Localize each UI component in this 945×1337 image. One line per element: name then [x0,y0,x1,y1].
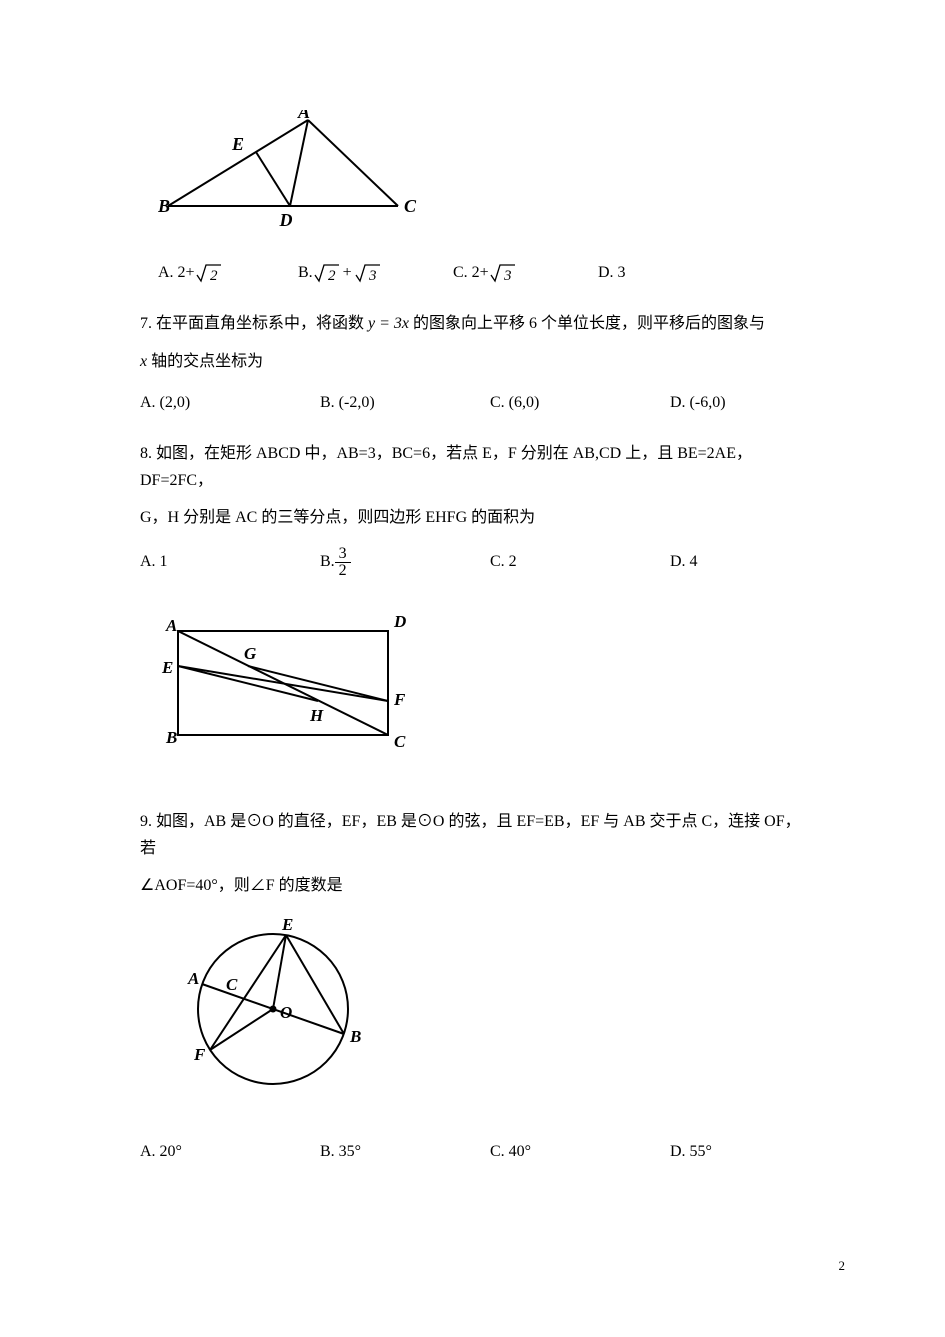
q6-b-plus: + [343,259,352,286]
svg-text:D: D [393,612,406,631]
q9-stem-1: 9. 如图，AB 是⊙O 的直径，EF，EB 是⊙O 的弦，且 EF=EB，EF… [140,808,805,862]
svg-text:C: C [404,196,417,216]
q6-figure: A B C D E [158,110,805,239]
svg-text:F: F [393,690,406,709]
q8-b-den: 2 [335,563,351,579]
q9-options: A. 20° B. 35° C. 40° D. 55° [140,1138,805,1165]
q8-opt-a: A. 1 [140,548,320,575]
q8-b-num: 3 [335,546,351,563]
sqrt3-icon: 3 [489,261,517,285]
q6-options: A. 2+ 2 B. 2 + 3 C. 2+ 3 D. 3 [158,259,805,286]
q7-stem-line2: x 轴的交点坐标为 [140,348,805,375]
q8-opt-c: C. 2 [490,548,670,575]
q7-opt-d: D. (-6,0) [670,389,726,416]
q9-figure: A B E F O C [158,914,805,1113]
svg-text:C: C [394,732,406,751]
svg-text:B: B [165,728,177,747]
q6-c-prefix: C. 2+ [453,259,489,286]
sqrt2-icon: 2 [313,261,341,285]
q6-opt-a: A. 2+ 2 [158,259,298,286]
q7-stem: 7. 在平面直角坐标系中，将函数 y = 3x 的图象向上平移 6 个单位长度，… [140,310,805,337]
q8-b-prefix: B. [320,548,335,575]
q7-stem-2: 的图象向上平移 6 个单位长度，则平移后的图象与 [409,315,765,332]
q8-stem-2: G，H 分别是 AC 的三等分点，则四边形 EHFG 的面积为 [140,504,805,531]
q8-svg: A D B C E F G H [158,609,418,759]
q7-opt-c: C. (6,0) [490,389,670,416]
svg-text:C: C [226,975,238,994]
q8-stem-1: 8. 如图，在矩形 ABCD 中，AB=3，BC=6，若点 E，F 分别在 AB… [140,440,805,494]
q8-options: A. 1 B. 3 2 C. 2 D. 4 [140,546,805,579]
q7-stem-3: 轴的交点坐标为 [147,353,263,370]
page-number: 2 [839,1255,846,1277]
svg-text:E: E [281,915,293,934]
q9-opt-c: C. 40° [490,1138,670,1165]
svg-text:2: 2 [328,268,336,284]
svg-text:D: D [279,210,293,230]
q9-opt-b: B. 35° [320,1138,490,1165]
q6-opt-d: D. 3 [598,259,626,286]
q7-stem-1: 7. 在平面直角坐标系中，将函数 [140,315,368,332]
svg-text:3: 3 [503,268,512,284]
svg-text:E: E [161,658,173,677]
svg-text:H: H [309,706,324,725]
svg-text:A: A [165,616,177,635]
svg-text:A: A [187,969,199,988]
svg-text:G: G [244,644,257,663]
q7-opt-a: A. (2,0) [140,389,320,416]
q8-opt-d: D. 4 [670,548,698,575]
svg-text:A: A [297,110,310,122]
sqrt3-icon: 3 [354,261,382,285]
q9-opt-a: A. 20° [140,1138,320,1165]
q6-opt-c: C. 2+ 3 [453,259,598,286]
q9-svg: A B E F O C [158,914,388,1104]
q9-opt-d: D. 55° [670,1138,712,1165]
q6-opt-b: B. 2 + 3 [298,259,453,286]
svg-text:B: B [349,1027,361,1046]
svg-text:E: E [231,134,244,154]
svg-text:F: F [193,1045,206,1064]
svg-text:B: B [158,196,170,216]
q7-yeq: y = 3x [368,315,409,332]
q9-stem-2: ∠AOF=40°，则∠F 的度数是 [140,872,805,899]
q6-b-prefix: B. [298,259,313,286]
q8-figure: A D B C E F G H [158,609,805,768]
svg-text:2: 2 [210,268,218,284]
q7-options: A. (2,0) B. (-2,0) C. (6,0) D. (-6,0) [140,389,805,416]
q6-svg: A B C D E [158,110,418,230]
sqrt2-icon: 2 [195,261,223,285]
q6-a-prefix: A. 2+ [158,259,195,286]
svg-text:3: 3 [368,268,377,284]
q8-opt-b: B. 3 2 [320,546,490,579]
q7-opt-b: B. (-2,0) [320,389,490,416]
svg-text:O: O [280,1003,292,1022]
